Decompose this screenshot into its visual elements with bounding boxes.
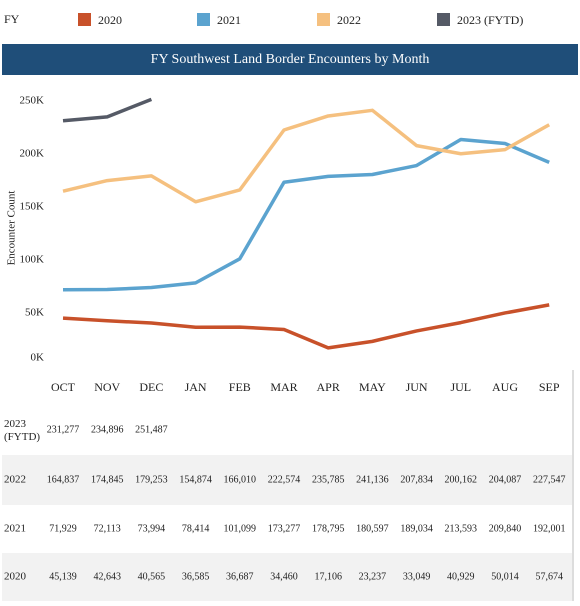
legend-title: FY <box>4 12 20 26</box>
legend-label: 2022 <box>337 13 361 27</box>
y-tick-label: 150K <box>20 200 45 212</box>
y-tick-label: 50K <box>25 307 44 319</box>
table-cell: 173,277 <box>268 523 301 534</box>
series-line <box>62 137 550 292</box>
table-cell: 251,487 <box>135 424 168 435</box>
legend-label: 2020 <box>98 13 122 27</box>
x-tick-label: JUL <box>450 380 471 394</box>
table-cell: 71,929 <box>49 523 77 534</box>
row-label: 2021 <box>4 523 26 535</box>
table-cell: 34,460 <box>270 571 298 582</box>
table-cell: 178,795 <box>312 523 345 534</box>
legend-swatch <box>437 13 450 26</box>
legend-swatch <box>317 13 330 26</box>
table-cell: 33,049 <box>403 571 431 582</box>
table-cell: 101,099 <box>224 523 257 534</box>
x-tick-label: MAR <box>270 380 297 394</box>
title-banner <box>2 44 578 75</box>
x-tick-label: NOV <box>94 380 120 394</box>
y-tick-label: 250K <box>20 94 45 106</box>
x-tick-label: SEP <box>539 380 560 394</box>
table-cell: 40,929 <box>447 571 475 582</box>
table-cell: 204,087 <box>489 474 522 485</box>
row-band <box>2 455 572 505</box>
x-tick-label: MAY <box>359 380 386 394</box>
legend-swatch <box>197 13 210 26</box>
y-tick-label: 100K <box>20 253 45 265</box>
table-cell: 72,113 <box>94 523 121 534</box>
table-cell: 36,585 <box>182 571 210 582</box>
y-tick-label: 0K <box>31 352 45 364</box>
table-cell: 207,834 <box>400 474 433 485</box>
table-cell: 227,547 <box>533 474 566 485</box>
row-label: 2023 (FYTD) <box>4 418 40 443</box>
row-label: 2020 <box>4 571 27 583</box>
x-tick-label: OCT <box>51 380 76 394</box>
series-line <box>62 303 550 350</box>
row-band <box>2 553 572 601</box>
table-cell: 231,277 <box>47 424 80 435</box>
table-cell: 50,014 <box>491 571 519 582</box>
legend-swatch <box>78 13 91 26</box>
series-line <box>62 97 153 123</box>
table-cell: 23,237 <box>359 571 387 582</box>
table-cell: 192,001 <box>533 523 566 534</box>
table-cell: 179,253 <box>135 474 168 485</box>
table-cell: 57,674 <box>535 571 563 582</box>
series-line <box>62 108 551 204</box>
x-tick-label: DEC <box>139 380 163 394</box>
x-tick-label: FEB <box>229 380 251 394</box>
table-cell: 164,837 <box>47 474 80 485</box>
table-cell: 234,896 <box>91 424 124 435</box>
table-cell: 73,994 <box>138 523 166 534</box>
table-cell: 180,597 <box>356 523 389 534</box>
table-cell: 200,162 <box>445 474 478 485</box>
table-cell: 154,874 <box>179 474 212 485</box>
x-tick-label: APR <box>317 380 340 394</box>
table-cell: 222,574 <box>268 474 301 485</box>
row-label: 2022 <box>4 474 26 486</box>
table-cell: 209,840 <box>489 523 522 534</box>
table-cell: 235,785 <box>312 474 345 485</box>
x-tick-label: JAN <box>185 380 207 394</box>
table-cell: 174,845 <box>91 474 124 485</box>
table-cell: 78,414 <box>182 523 210 534</box>
table-cell: 189,034 <box>400 523 433 534</box>
y-axis-title: Encounter Count <box>6 191 18 266</box>
table-cell: 166,010 <box>224 474 257 485</box>
chart-title: FY Southwest Land Border Encounters by M… <box>151 52 430 67</box>
y-tick-label: 200K <box>20 147 45 159</box>
table-cell: 241,136 <box>356 474 389 485</box>
table-cell: 17,106 <box>314 571 342 582</box>
table-cell: 40,565 <box>138 571 166 582</box>
legend-label: 2023 (FYTD) <box>457 13 523 27</box>
legend-label: 2021 <box>217 13 241 27</box>
table-cell: 45,139 <box>49 571 77 582</box>
table-cell: 36,687 <box>226 571 254 582</box>
x-tick-label: JUN <box>406 380 428 394</box>
table-cell: 213,593 <box>445 523 478 534</box>
x-tick-label: AUG <box>492 380 518 394</box>
table-cell: 42,643 <box>93 571 121 582</box>
